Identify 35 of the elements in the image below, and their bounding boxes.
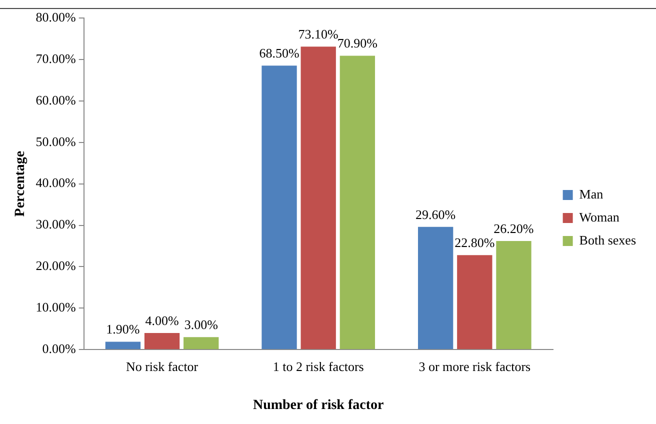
y-tick-label: 30.00% (36, 216, 76, 232)
data-label: 22.80% (454, 235, 495, 250)
bar (105, 342, 141, 350)
x-tick-label: 1 to 2 risk factors (272, 358, 364, 374)
y-axis-title: Percentage (13, 150, 28, 217)
data-label: 4.00% (145, 312, 179, 328)
bar (340, 56, 376, 350)
legend-label: Man (579, 186, 604, 202)
bar (144, 333, 180, 350)
y-tick-label: 80.00% (36, 9, 76, 24)
data-label: 26.20% (494, 220, 534, 236)
bar (457, 255, 492, 350)
data-label: 73.10% (298, 26, 339, 42)
data-label: 1.90% (106, 322, 140, 337)
x-axis-title: Number of risk factor (252, 398, 384, 414)
x-tick-label: No risk factor (126, 358, 199, 374)
y-tick-label: 40.00% (36, 175, 76, 190)
y-tick-label: 0.00% (42, 341, 76, 356)
data-label: 68.50% (259, 46, 300, 61)
bar (262, 66, 297, 350)
bar (418, 226, 454, 350)
bar (300, 46, 336, 350)
legend-label: Woman (579, 209, 620, 224)
y-tick-label: 60.00% (36, 92, 76, 108)
y-tick-label: 70.00% (36, 50, 76, 66)
data-label: 70.90% (337, 36, 378, 51)
bar (184, 337, 219, 350)
y-tick-label: 50.00% (36, 134, 76, 149)
x-tick-label: 3 or more risk factors (418, 358, 531, 374)
y-tick-label: 20.00% (36, 258, 76, 274)
legend-label: Both sexes (579, 232, 636, 248)
data-label: 3.00% (184, 317, 218, 332)
data-label: 29.60% (416, 206, 456, 222)
bar (496, 241, 532, 350)
y-tick-label: 10.00% (36, 300, 76, 315)
